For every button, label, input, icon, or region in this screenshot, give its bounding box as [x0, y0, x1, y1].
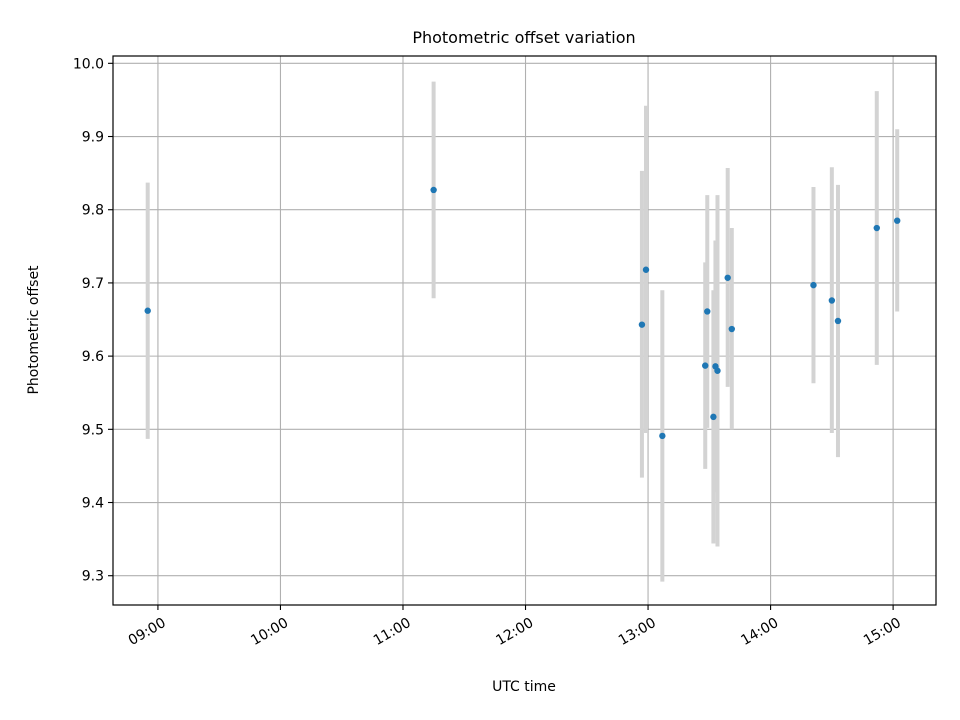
data-point [873, 224, 880, 232]
plot-frame [112, 55, 937, 606]
chart-title: Photometric offset variation [412, 28, 635, 47]
x-tick-label: 12:00 [493, 615, 536, 649]
data-point [724, 274, 731, 281]
y-tick-label: 9.7 [82, 276, 104, 292]
y-tick-label: 9.6 [82, 349, 104, 365]
x-tick-label: 13:00 [616, 615, 659, 649]
data-point [638, 321, 646, 328]
data-points [144, 186, 901, 440]
y-tick-label: 9.3 [82, 569, 104, 585]
grid [113, 56, 936, 605]
x-axis: 09:00 10:00 11:00 12:00 13:00 14:00 15:00 [126, 605, 904, 649]
data-point [834, 317, 842, 325]
x-axis-label: UTC time [492, 679, 556, 695]
data-point [893, 217, 901, 224]
y-tick-label: 9.8 [82, 203, 104, 219]
x-tick-label: 09:00 [126, 615, 169, 649]
y-tick-label: 9.5 [82, 422, 104, 438]
y-axis: 9.3 9.4 9.5 9.6 9.7 9.8 9.9 10.0 [73, 56, 113, 585]
error-bars [145, 81, 900, 582]
data-point [144, 307, 151, 314]
data-point [702, 362, 709, 369]
data-point [430, 186, 437, 194]
data-point [728, 325, 735, 333]
data-point [710, 413, 717, 421]
data-point [810, 281, 817, 289]
x-tick-label: 11:00 [371, 615, 414, 649]
y-tick-label: 10.0 [73, 56, 104, 72]
y-axis-label: Photometric offset [26, 265, 42, 395]
data-point [642, 266, 650, 273]
x-tick-label: 10:00 [248, 615, 291, 649]
data-point [714, 367, 721, 374]
x-tick-label: 14:00 [738, 615, 781, 649]
y-tick-label: 9.4 [82, 496, 104, 512]
y-tick-label: 9.9 [82, 130, 104, 146]
data-point [828, 297, 836, 304]
data-point [659, 432, 666, 440]
data-point [704, 308, 711, 315]
x-tick-label: 15:00 [861, 615, 904, 649]
